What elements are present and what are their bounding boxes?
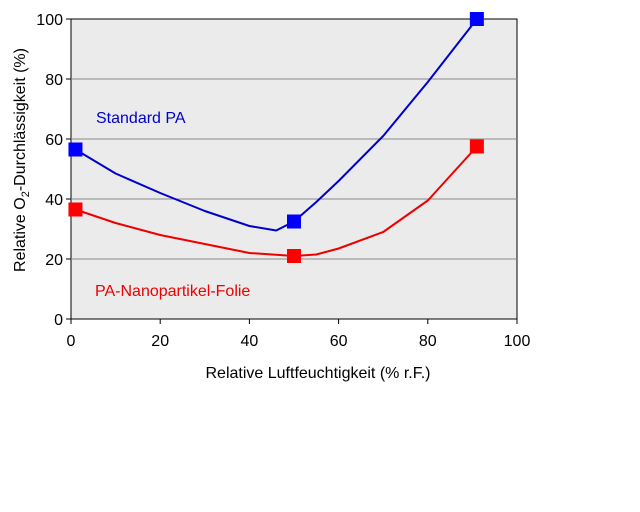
data-point-0-0	[68, 142, 83, 157]
series-label-standard-pa: Standard PA	[96, 110, 186, 127]
data-point-0-1	[287, 214, 301, 229]
data-point-0-2	[469, 12, 484, 26]
data-point-1-2	[469, 139, 484, 154]
y-tick-label-20: 20	[45, 252, 63, 269]
y-tick-label-40: 40	[45, 192, 63, 209]
y-axis-label: Relative O2-Durchlässigkeit (%)	[12, 48, 32, 272]
y-tick-label-0: 0	[54, 312, 63, 329]
series-group	[68, 12, 484, 263]
x-tick-label-60: 60	[330, 333, 348, 350]
x-tick-label-80: 80	[419, 333, 437, 350]
y-tick-label-60: 60	[45, 132, 63, 149]
x-tick-label-20: 20	[151, 333, 169, 350]
x-tick-label-100: 100	[504, 333, 531, 350]
x-axis-label: Relative Luftfeuchtigkeit (% r.F.)	[206, 365, 431, 382]
axis-ticks: 0 20 40 60 80 100 0 20 40 60 80 100	[36, 12, 530, 350]
x-tick-label-0: 0	[67, 333, 76, 350]
data-point-1-1	[287, 249, 301, 263]
y-tick-label-100: 100	[36, 12, 63, 29]
series-label-pa-nanopartikel: PA-Nanopartikel-Folie	[95, 283, 250, 300]
x-tick-label-40: 40	[241, 333, 259, 350]
y-tick-label-80: 80	[45, 72, 63, 89]
series-line-0	[74, 18, 478, 232]
plot-area	[70, 18, 518, 320]
y-axis-label-rest: -Durchlässigkeit (%)	[12, 48, 29, 191]
data-point-1-0	[68, 202, 83, 217]
y-axis-label-main: Relative O	[12, 197, 29, 272]
y-axis-label-subscript: 2	[20, 191, 32, 197]
